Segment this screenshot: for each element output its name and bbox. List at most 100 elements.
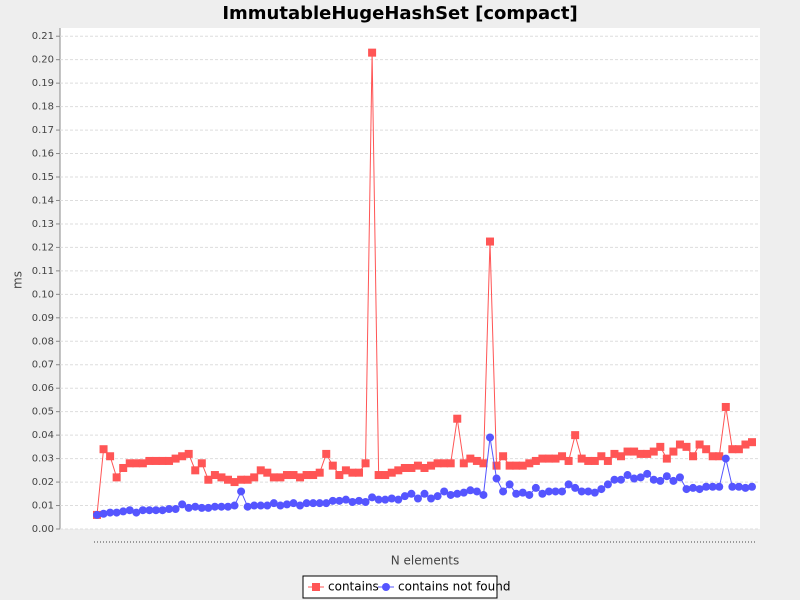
data-point [328,496,337,505]
y-tick-label: 0.05 [32,407,54,418]
y-tick-label: 0.03 [32,454,54,465]
y-tick-label: 0.11 [32,266,54,277]
y-tick-label: 0.08 [32,336,54,347]
data-point [603,480,612,489]
data-point [413,461,422,470]
data-point [341,495,350,504]
data-point [636,449,645,458]
data-point [538,489,547,498]
data-point [702,445,711,454]
data-point [708,452,717,461]
data-point [433,492,442,501]
y-tick-label: 0.10 [32,289,54,300]
data-point [407,463,416,472]
data-point [675,440,684,449]
data-point [427,461,436,470]
data-point [151,456,160,465]
data-point [427,494,436,503]
data-point [459,488,468,497]
data-point [178,500,187,509]
data-point [374,471,383,480]
y-tick-label: 0.02 [32,477,54,488]
data-point [165,505,174,514]
data-point [368,48,377,57]
data-point [459,459,468,468]
data-point [486,433,494,442]
data-point [748,482,756,491]
data-point [282,471,291,480]
data-point [276,501,285,510]
data-point [243,475,252,484]
data-point [210,471,219,480]
data-point [564,456,573,465]
data-point [741,440,750,449]
data-point [610,475,619,484]
data-point [505,461,514,470]
data-point [518,488,527,497]
data-point [93,510,101,519]
data-point [472,456,481,465]
data-point [243,502,252,511]
data-point [361,459,370,468]
data-point [492,461,501,470]
data-point [689,483,698,492]
data-point [256,501,265,510]
data-point [125,506,134,515]
y-tick-label: 0.16 [32,149,54,160]
data-point [662,454,671,463]
data-point [302,471,311,480]
data-point [224,502,232,511]
y-tick-label: 0.21 [32,31,54,42]
data-point [217,473,226,482]
data-point [210,502,219,511]
data-point [178,452,187,461]
data-point [112,508,121,517]
data-point [387,494,396,503]
data-point [355,496,363,505]
data-point [512,461,521,470]
legend-marker [312,583,320,591]
data-point [204,475,213,484]
data-point [263,468,272,477]
data-point [643,469,652,478]
y-tick-label: 0.14 [32,195,54,206]
data-point [518,461,527,470]
data-point [512,489,521,498]
data-point [433,459,442,468]
data-point [420,489,429,498]
data-point [106,508,115,517]
data-point [165,456,174,465]
data-point [708,482,717,491]
data-point [662,472,671,481]
data-point [230,478,239,487]
data-point [479,490,488,499]
data-point [217,502,226,511]
data-point [230,501,239,510]
data-point [296,473,305,482]
y-tick-label: 0.17 [32,125,54,136]
data-point [453,414,462,423]
data-point [328,461,337,470]
data-point [381,471,390,480]
data-point [558,487,567,496]
data-point [479,459,488,468]
data-point [440,459,449,468]
data-point [171,454,180,463]
y-tick-label: 0.07 [32,360,54,371]
data-point [237,487,246,496]
data-point [132,508,141,517]
data-point [499,452,508,461]
chart-title: ImmutableHugeHashSet [compact] [222,3,577,24]
data-point [584,487,593,496]
data-point [682,442,691,451]
data-point [335,496,344,505]
data-point [322,449,331,458]
data-point [623,471,632,480]
data-point [158,456,167,465]
legend-label: contains not found [398,580,510,594]
data-point [276,473,285,482]
data-point [577,487,586,496]
data-point [138,506,147,515]
data-point [453,489,462,498]
